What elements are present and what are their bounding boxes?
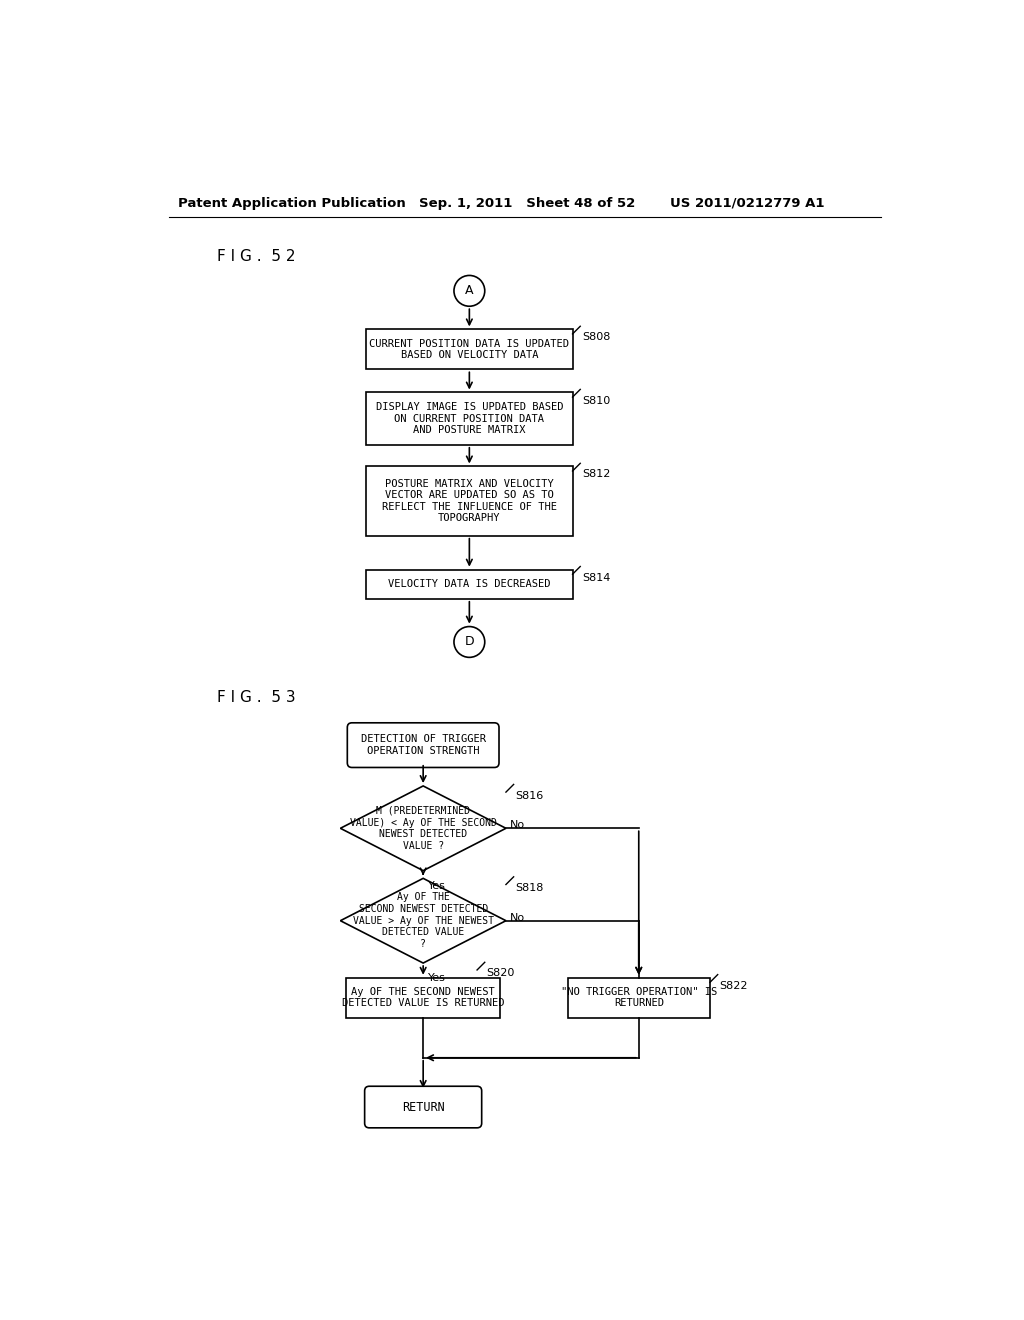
FancyBboxPatch shape — [347, 723, 499, 767]
Text: D: D — [465, 635, 474, 648]
Text: F I G .  5 3: F I G . 5 3 — [217, 690, 296, 705]
Polygon shape — [340, 785, 506, 871]
Text: DISPLAY IMAGE IS UPDATED BASED
ON CURRENT POSITION DATA
AND POSTURE MATRIX: DISPLAY IMAGE IS UPDATED BASED ON CURREN… — [376, 403, 563, 436]
Text: A: A — [465, 284, 474, 297]
Bar — [367, 570, 572, 599]
Text: VELOCITY DATA IS DECREASED: VELOCITY DATA IS DECREASED — [388, 579, 551, 589]
Bar — [567, 978, 710, 1018]
Bar — [346, 978, 500, 1018]
Text: Ay OF THE
SECOND NEWEST DETECTED
VALUE > Ay OF THE NEWEST
DETECTED VALUE
?: Ay OF THE SECOND NEWEST DETECTED VALUE >… — [352, 892, 494, 949]
Text: Sep. 1, 2011   Sheet 48 of 52: Sep. 1, 2011 Sheet 48 of 52 — [419, 197, 636, 210]
Circle shape — [454, 276, 484, 306]
Text: Patent Application Publication: Patent Application Publication — [178, 197, 407, 210]
Text: S822: S822 — [719, 981, 748, 991]
Text: S814: S814 — [582, 573, 610, 582]
Text: S808: S808 — [582, 333, 610, 342]
Text: S816: S816 — [515, 791, 544, 800]
Text: No: No — [510, 912, 525, 923]
Text: DETECTION OF TRIGGER
OPERATION STRENGTH: DETECTION OF TRIGGER OPERATION STRENGTH — [360, 734, 485, 756]
Text: S810: S810 — [582, 396, 610, 405]
Text: No: No — [510, 820, 525, 830]
Bar — [367, 466, 572, 536]
Text: RETURN: RETURN — [401, 1101, 444, 1114]
Text: S820: S820 — [486, 969, 515, 978]
Text: Yes: Yes — [428, 880, 445, 891]
Text: "NO TRIGGER OPERATION" IS
RETURNED: "NO TRIGGER OPERATION" IS RETURNED — [560, 987, 717, 1008]
Bar — [367, 330, 572, 370]
Text: S812: S812 — [582, 470, 610, 479]
Text: POSTURE MATRIX AND VELOCITY
VECTOR ARE UPDATED SO AS TO
REFLECT THE INFLUENCE OF: POSTURE MATRIX AND VELOCITY VECTOR ARE U… — [382, 479, 557, 524]
Text: Yes: Yes — [428, 973, 445, 983]
Text: Ay OF THE SECOND NEWEST
DETECTED VALUE IS RETURNED: Ay OF THE SECOND NEWEST DETECTED VALUE I… — [342, 987, 505, 1008]
Text: F I G .  5 2: F I G . 5 2 — [217, 249, 295, 264]
Circle shape — [454, 627, 484, 657]
Text: CURRENT POSITION DATA IS UPDATED
BASED ON VELOCITY DATA: CURRENT POSITION DATA IS UPDATED BASED O… — [370, 338, 569, 360]
Polygon shape — [340, 878, 506, 964]
Text: US 2011/0212779 A1: US 2011/0212779 A1 — [670, 197, 824, 210]
FancyBboxPatch shape — [365, 1086, 481, 1127]
Bar — [367, 392, 572, 445]
Text: S818: S818 — [515, 883, 544, 892]
Text: M (PREDETERMINED
VALUE) < Ay OF THE SECOND
NEWEST DETECTED
VALUE ?: M (PREDETERMINED VALUE) < Ay OF THE SECO… — [350, 807, 497, 850]
